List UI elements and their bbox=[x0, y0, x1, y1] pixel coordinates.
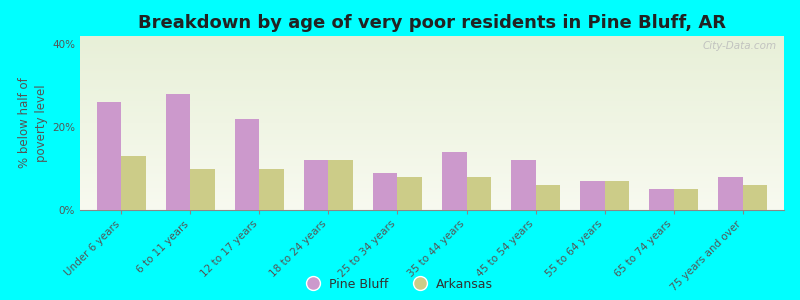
Bar bbox=[650, 189, 674, 210]
Bar bbox=[742, 185, 766, 210]
Bar bbox=[398, 177, 422, 210]
Bar bbox=[122, 156, 146, 210]
Bar bbox=[190, 169, 214, 210]
Bar bbox=[605, 181, 629, 210]
Bar bbox=[442, 152, 466, 210]
Bar bbox=[674, 189, 698, 210]
Bar bbox=[511, 160, 535, 210]
Bar bbox=[304, 160, 329, 210]
Bar bbox=[466, 177, 490, 210]
Bar bbox=[166, 94, 190, 210]
Bar bbox=[98, 102, 122, 210]
Y-axis label: % below half of
poverty level: % below half of poverty level bbox=[18, 78, 48, 168]
Bar bbox=[718, 177, 742, 210]
Legend: Pine Bluff, Arkansas: Pine Bluff, Arkansas bbox=[307, 278, 493, 291]
Bar bbox=[374, 173, 398, 210]
Bar bbox=[580, 181, 605, 210]
Text: City-Data.com: City-Data.com bbox=[703, 41, 777, 51]
Bar bbox=[235, 119, 259, 210]
Bar bbox=[259, 169, 284, 210]
Title: Breakdown by age of very poor residents in Pine Bluff, AR: Breakdown by age of very poor residents … bbox=[138, 14, 726, 32]
Bar bbox=[535, 185, 560, 210]
Bar bbox=[329, 160, 353, 210]
